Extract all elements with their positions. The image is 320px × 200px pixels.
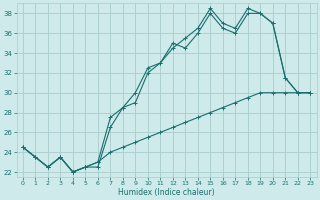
X-axis label: Humidex (Indice chaleur): Humidex (Indice chaleur) — [118, 188, 215, 197]
